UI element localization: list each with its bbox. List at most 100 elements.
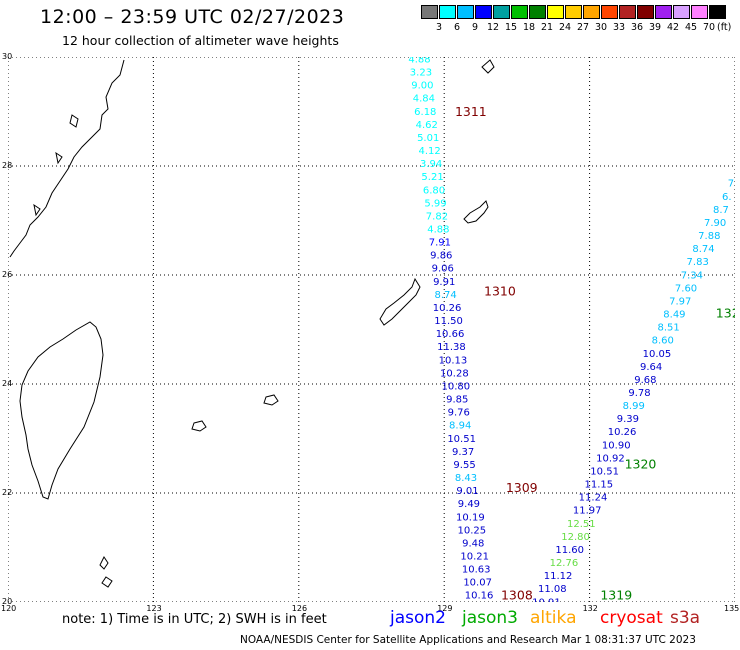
wave-height-value: 7.90 [704,218,726,229]
colorbar-swatch [529,5,546,19]
wave-height-value: 9.48 [462,538,484,549]
colorbar-label: 9 [471,22,479,33]
wave-height-value: 7.60 [675,283,697,294]
wave-height-value: 10.51 [590,466,619,477]
wave-height-value: 10.13 [439,355,468,366]
wave-height-value: 4.12 [419,146,441,157]
okinawa-coastline [379,277,421,326]
wave-height-value: 11.24 [579,493,608,504]
colorbar-swatch [583,5,600,19]
colorbar-label: 36 [630,22,644,33]
iriomote-coastline [191,420,207,432]
china-coast-islands [33,114,79,217]
wave-height-value: 3.94 [420,159,442,170]
wave-height-value: 9.37 [452,447,474,458]
wave-height-value: 10.21 [460,551,489,562]
lon-tick-label: 129 [437,604,453,613]
wave-height-value: 8.51 [657,323,679,334]
colorbar-swatch [439,5,456,19]
colorbar-label: 33 [612,22,626,33]
legend-s3a: s3a [670,608,701,628]
wave-height-value: 11.15 [584,480,613,491]
colorbar-swatch [547,5,564,19]
wave-height-value: 11.60 [555,545,584,556]
colorbar-unit: (ft) [717,22,732,33]
footer-note: note: 1) Time is in UTC; 2) SWH is in fe… [62,612,327,627]
cycle-label: 1311 [455,104,487,119]
colorbar-swatch [493,5,510,19]
colorbar-label: 30 [594,22,608,33]
map-subtitle: 12 hour collection of altimeter wave hei… [62,33,339,48]
colorbar-swatch [565,5,582,19]
china-coastline [9,59,125,258]
satellite-tracks: 4.88 3.23 9.00 4.84 6.18 4.62 5.01 4.12 3.94 5.21… [408,57,735,602]
wave-height-value: 12.80 [561,532,590,543]
wave-height-value: 10.19 [456,512,485,523]
legend-jason3: jason3 [462,608,518,628]
wave-height-value: 9.85 [446,395,468,406]
wave-height-value: 10.07 [463,578,492,589]
wave-height-value: 3.23 [410,68,432,79]
wave-height-value: 9.76 [448,408,470,419]
wave-height-value: 4.84 [413,94,435,105]
colorbar-label: 21 [540,22,554,33]
colorbar-label: 27 [576,22,590,33]
cycle-label: 1310 [484,284,516,299]
map-background [8,57,735,602]
colorbar-label: 6 [453,22,461,33]
wave-height-value: 8.74 [692,244,714,255]
colorbar-swatch [691,5,708,19]
wave-height-value: 9.55 [453,460,475,471]
legend-altika: altika [530,608,577,628]
colorbar-swatch [619,5,636,19]
colorbar-label: 45 [684,22,698,33]
wave-height-value: 11.12 [544,571,573,582]
wave-height-value: 6.18 [414,107,436,118]
colorbar-swatch [655,5,672,19]
legend-cryosat: cryosat [600,608,663,628]
wave-height-value: 8.74 [435,290,457,301]
wave-height-value: 10.16 [465,591,494,602]
colorbar-swatch [457,5,474,19]
lat-tick-label: 20 [2,597,13,606]
wave-height-value: 9.39 [617,414,639,425]
lon-tick-label: 126 [291,604,308,613]
colorbar-swatch [601,5,618,19]
cycle-label: 1320 [625,456,657,471]
lat-tick-label: 28 [2,161,13,170]
wave-height-value: 7.83 [687,257,709,268]
wave-height-value: 4.88 [408,57,430,65]
wave-height-value: 7.91 [429,238,451,249]
wave-height-value: 9.06 [432,264,454,275]
wave-height-value: 9.68 [634,375,656,386]
wave-height-value: 8.60 [652,336,674,347]
wave-height-value: 12.76 [550,558,579,569]
colorbar-swatch [475,5,492,19]
wave-height-value: 8.99 [623,401,645,412]
wave-height-value: 11.97 [573,506,602,517]
wave-height-value: 10.92 [596,453,625,464]
kyushu-coastline [481,59,495,74]
wave-height-value: 8.94 [449,421,471,432]
amami-coastline [463,200,489,224]
lat-tick-label: 26 [2,270,13,279]
wave-height-value: 5.01 [417,133,439,144]
cycle-label: 1308 [501,587,533,602]
colorbar-swatch [637,5,654,19]
wave-height-value: 6. [722,192,732,203]
wave-height-value: 10.90 [602,440,631,451]
colorbar-label: 70 [702,22,716,33]
credit-line: NOAA/NESDIS Center for Satellite Applica… [240,634,696,646]
colorbar-swatch [511,5,528,19]
lanyu-coastline [99,556,109,570]
colorbar-label: 3 [435,22,443,33]
wave-height-value: 10.26 [433,303,462,314]
colorbar-label: 39 [648,22,662,33]
wave-height-value: 7. [728,179,735,190]
cycle-label: 1319 [600,587,632,602]
wave-height-value: 10.91 [532,597,561,602]
colorbar-label: 15 [504,22,518,33]
lon-tick-label: 135 [724,604,740,613]
wave-height-value: 7.82 [426,211,448,222]
lat-lon-grid [8,57,735,602]
